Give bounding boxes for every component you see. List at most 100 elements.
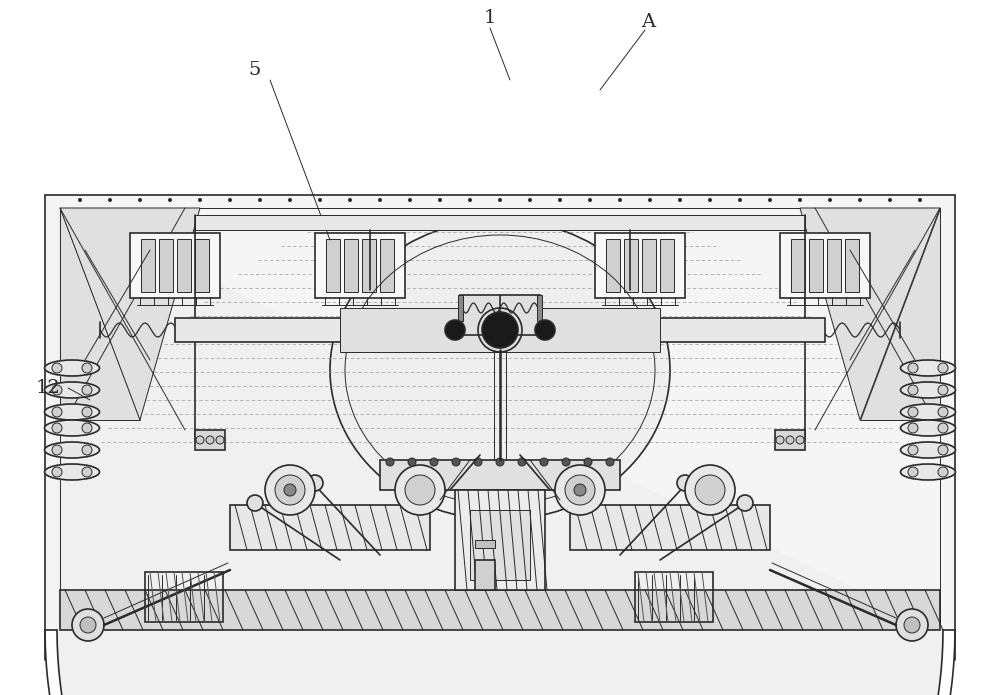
Bar	[195, 239, 209, 292]
Circle shape	[904, 617, 920, 633]
Circle shape	[82, 363, 92, 373]
Circle shape	[498, 198, 502, 202]
Circle shape	[228, 198, 232, 202]
Ellipse shape	[900, 464, 956, 480]
Circle shape	[555, 465, 605, 515]
Bar	[624, 239, 638, 292]
Circle shape	[768, 198, 772, 202]
Polygon shape	[60, 208, 140, 420]
Circle shape	[908, 445, 918, 455]
Circle shape	[288, 198, 292, 202]
Ellipse shape	[45, 464, 100, 480]
Bar	[344, 239, 358, 292]
Ellipse shape	[45, 360, 100, 376]
Circle shape	[574, 484, 586, 496]
Circle shape	[408, 198, 412, 202]
Ellipse shape	[330, 220, 670, 520]
Bar	[159, 239, 173, 292]
Circle shape	[430, 458, 438, 466]
Circle shape	[395, 465, 445, 515]
Circle shape	[908, 407, 918, 417]
Bar	[780, 233, 870, 298]
Circle shape	[438, 198, 442, 202]
Circle shape	[562, 458, 570, 466]
Bar	[362, 239, 376, 292]
Circle shape	[52, 445, 62, 455]
Ellipse shape	[900, 382, 956, 398]
Bar	[380, 239, 394, 292]
Circle shape	[52, 467, 62, 477]
Circle shape	[408, 458, 416, 466]
Circle shape	[496, 458, 504, 466]
Circle shape	[888, 198, 892, 202]
Ellipse shape	[45, 404, 100, 420]
Bar	[177, 239, 191, 292]
Circle shape	[52, 423, 62, 433]
Circle shape	[528, 198, 532, 202]
Circle shape	[82, 423, 92, 433]
Circle shape	[82, 445, 92, 455]
Circle shape	[468, 198, 472, 202]
Bar	[455, 490, 545, 590]
Circle shape	[52, 363, 62, 373]
Circle shape	[938, 407, 948, 417]
Polygon shape	[60, 208, 200, 420]
Polygon shape	[57, 208, 943, 695]
Ellipse shape	[900, 404, 956, 420]
Circle shape	[474, 458, 482, 466]
Bar	[195, 215, 805, 230]
Circle shape	[798, 198, 802, 202]
Circle shape	[348, 198, 352, 202]
Bar	[175, 318, 825, 342]
Circle shape	[708, 198, 712, 202]
Circle shape	[482, 312, 518, 348]
Circle shape	[196, 436, 204, 444]
Circle shape	[584, 458, 592, 466]
Bar	[660, 239, 674, 292]
Bar	[145, 572, 223, 622]
Ellipse shape	[45, 382, 100, 398]
Circle shape	[796, 436, 804, 444]
Ellipse shape	[900, 420, 956, 436]
Bar	[537, 295, 542, 321]
Circle shape	[386, 458, 394, 466]
Bar	[642, 239, 656, 292]
Bar	[60, 208, 940, 623]
Polygon shape	[860, 208, 940, 420]
Ellipse shape	[45, 420, 100, 436]
Circle shape	[695, 475, 725, 505]
Circle shape	[138, 198, 142, 202]
Polygon shape	[800, 208, 940, 420]
Bar	[791, 239, 805, 292]
Bar	[475, 540, 495, 548]
Bar	[775, 430, 805, 450]
Bar	[195, 430, 225, 450]
Circle shape	[938, 423, 948, 433]
Circle shape	[72, 609, 104, 641]
Circle shape	[284, 484, 296, 496]
Circle shape	[265, 465, 315, 515]
Circle shape	[618, 198, 622, 202]
Circle shape	[168, 198, 172, 202]
Circle shape	[938, 385, 948, 395]
Bar	[845, 239, 859, 292]
Circle shape	[648, 198, 652, 202]
Circle shape	[828, 198, 832, 202]
Circle shape	[558, 198, 562, 202]
Circle shape	[677, 475, 693, 491]
Circle shape	[908, 385, 918, 395]
Circle shape	[275, 475, 305, 505]
Circle shape	[318, 198, 322, 202]
Circle shape	[80, 617, 96, 633]
Circle shape	[52, 407, 62, 417]
Bar	[570, 505, 770, 550]
Circle shape	[108, 198, 112, 202]
Bar	[230, 505, 430, 550]
Circle shape	[247, 495, 263, 511]
Bar	[470, 510, 530, 580]
Circle shape	[776, 436, 784, 444]
Bar	[340, 308, 660, 352]
Circle shape	[518, 458, 526, 466]
Circle shape	[918, 198, 922, 202]
Circle shape	[82, 407, 92, 417]
